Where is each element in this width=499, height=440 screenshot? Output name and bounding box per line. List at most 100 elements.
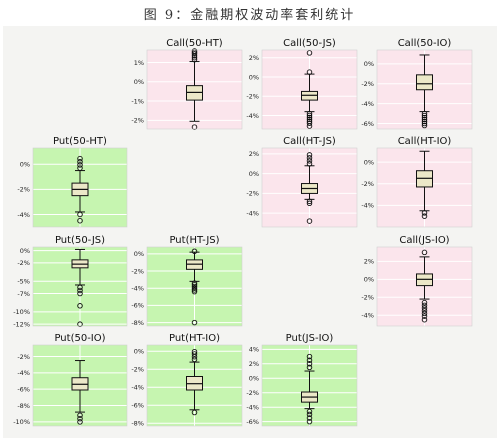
outlier-point bbox=[306, 198, 313, 205]
outlier-point bbox=[421, 213, 428, 219]
subplot-title: Put(JS-IO) bbox=[286, 333, 334, 344]
y-tick-label: -2% bbox=[17, 186, 30, 194]
y-tick-label: -10% bbox=[13, 418, 30, 426]
outlier-point bbox=[306, 69, 313, 75]
plot-frame bbox=[261, 344, 358, 427]
plot-frame bbox=[261, 147, 358, 228]
y-tick-label: 2% bbox=[249, 150, 259, 158]
subplot: 0% -2% -4% -6% -8% Put(HT-JS) bbox=[131, 235, 243, 327]
plot-frame bbox=[146, 49, 243, 130]
outlier-point bbox=[306, 161, 313, 167]
outlier-point bbox=[421, 210, 428, 216]
outlier-point bbox=[421, 120, 428, 127]
y-tick-label: -6% bbox=[361, 120, 374, 128]
subplot: 2% 0% -2% -4% Call(50-JS) bbox=[246, 38, 358, 130]
subplot-title: Call(JS-IO) bbox=[399, 235, 449, 246]
y-tick-label: -2% bbox=[361, 80, 374, 88]
y-tick-label: -4% bbox=[17, 211, 30, 219]
outlier-point bbox=[191, 54, 198, 61]
subplot-title: Put(50-IO) bbox=[54, 333, 105, 344]
outlier-point bbox=[421, 118, 428, 125]
outlier-point bbox=[306, 114, 313, 121]
outlier-point bbox=[421, 116, 428, 123]
subplot-title: Put(HT-IO) bbox=[169, 333, 220, 344]
subplot-title: Call(50-JS) bbox=[283, 38, 336, 49]
outlier-point bbox=[306, 361, 313, 367]
subplot-title: Put(50-JS) bbox=[55, 235, 105, 246]
outlier-point bbox=[306, 158, 313, 164]
y-tick-label: -2% bbox=[131, 366, 144, 374]
subplot: 0% -2% -4% Put(50-HT) bbox=[17, 136, 128, 228]
subplot-title: Call(50-IO) bbox=[398, 38, 452, 49]
outlier-point bbox=[191, 283, 198, 290]
y-tick-label: -1% bbox=[131, 97, 144, 105]
outlier-point bbox=[421, 122, 428, 129]
outlier-point bbox=[191, 351, 198, 357]
outlier-point bbox=[191, 356, 198, 363]
subplot: 2% 0% -2% -4% Call(JS-IO) bbox=[361, 235, 473, 327]
outlier-point bbox=[306, 152, 313, 158]
y-tick-label: -2% bbox=[361, 294, 374, 302]
outlier-point bbox=[421, 114, 428, 121]
subplot-title: Put(50-HT) bbox=[53, 136, 107, 147]
outlier-point bbox=[77, 415, 83, 422]
outlier-point bbox=[191, 280, 198, 286]
y-tick-label: 0% bbox=[249, 73, 259, 81]
subplot-title: Call(HT-IO) bbox=[398, 136, 452, 147]
plot-frame bbox=[32, 344, 128, 427]
y-tick-label: -8% bbox=[131, 319, 144, 327]
y-tick-label: 0% bbox=[249, 170, 259, 178]
outlier-point bbox=[77, 303, 83, 309]
outlier-point bbox=[421, 249, 428, 256]
y-tick-label: -2% bbox=[246, 93, 259, 101]
box bbox=[416, 74, 433, 91]
outlier-point bbox=[77, 211, 83, 218]
plot-frame bbox=[376, 147, 473, 228]
outlier-point bbox=[421, 313, 428, 319]
outlier-point bbox=[191, 124, 198, 130]
outlier-point bbox=[421, 299, 428, 306]
y-tick-label: -12% bbox=[13, 320, 30, 328]
figure-title: 图 9：金融期权波动率套利统计 bbox=[143, 8, 356, 23]
outlier-point bbox=[306, 50, 313, 56]
y-tick-label: 0% bbox=[134, 78, 144, 86]
outlier-point bbox=[421, 307, 428, 314]
y-tick-label: -2% bbox=[361, 180, 374, 188]
outlier-point bbox=[191, 319, 198, 326]
outlier-point bbox=[306, 418, 313, 425]
outlier-point bbox=[306, 357, 313, 363]
subplot: -2% -4% -6% -8% -10% Put(50-IO) bbox=[13, 333, 128, 427]
outlier-point bbox=[77, 284, 83, 291]
outlier-point bbox=[191, 288, 198, 295]
outlier-point bbox=[421, 310, 428, 317]
outlier-point bbox=[77, 159, 83, 165]
y-tick-label: 0% bbox=[364, 158, 374, 166]
plot-frame bbox=[146, 246, 243, 327]
subplot-title: Call(50-HT) bbox=[166, 38, 223, 49]
outlier-point bbox=[191, 409, 198, 416]
y-tick-label: 0% bbox=[134, 348, 144, 356]
outlier-point bbox=[306, 116, 313, 123]
y-tick-label: -4% bbox=[246, 403, 259, 411]
subplot: 2% 0% -2% -4% Call(HT-JS) bbox=[246, 136, 358, 228]
outlier-point bbox=[306, 112, 313, 119]
outlier-point bbox=[77, 165, 83, 171]
y-tick-label: -2% bbox=[17, 259, 30, 267]
y-tick-label: -2% bbox=[17, 353, 30, 361]
y-tick-label: -4% bbox=[131, 285, 144, 293]
y-tick-label: 1% bbox=[134, 59, 144, 67]
outlier-point bbox=[421, 112, 428, 119]
y-tick-label: 0% bbox=[134, 250, 144, 258]
outlier-point bbox=[306, 353, 313, 360]
outlier-point bbox=[191, 349, 198, 355]
outlier-point bbox=[421, 302, 428, 309]
y-tick-label: 0% bbox=[20, 247, 30, 255]
y-tick-label: 0% bbox=[364, 60, 374, 68]
outlier-point bbox=[421, 305, 428, 311]
y-tick-label: -10% bbox=[13, 308, 30, 316]
subplot-title: Call(HT-JS) bbox=[283, 136, 336, 147]
outlier-point bbox=[77, 419, 83, 425]
y-tick-label: -8% bbox=[17, 402, 30, 410]
subplot: 0% -2% -5% -7% -10% -12% Put(50-JS) bbox=[13, 235, 128, 328]
